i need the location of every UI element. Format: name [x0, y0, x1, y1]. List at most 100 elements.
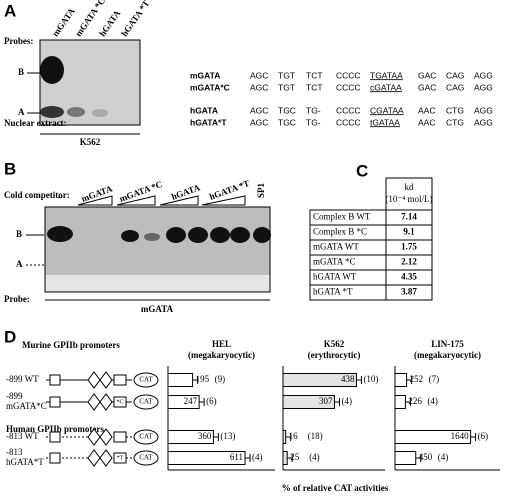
sequence-part: CTG	[446, 105, 464, 115]
bar-value: 252	[410, 374, 424, 384]
sequence-part: AGG	[474, 82, 493, 92]
gel-image	[39, 39, 141, 126]
construct-label: -899 WT	[6, 374, 39, 384]
reporter-label: CAT	[139, 454, 153, 462]
sample-count: (10)	[363, 374, 378, 384]
bar-value: 16	[289, 431, 299, 441]
sequence-part: CAG	[446, 82, 464, 92]
table-cell	[385, 284, 433, 301]
sequence-part: TG-	[306, 105, 321, 115]
sequence-part: TGT	[278, 82, 295, 92]
activity-charts: HEL(megakaryocytic)195 (9)247 (6)360 (13)61…	[167, 339, 500, 471]
sequence-part: CCCC	[336, 105, 361, 115]
promoter-box	[49, 374, 61, 386]
row-label: Complex B WT	[313, 212, 371, 222]
reporter-oval	[133, 394, 159, 410]
sequence-name: mGATA	[190, 70, 220, 80]
bar	[394, 373, 408, 387]
bar-value: 195	[196, 374, 210, 384]
lane-label: hGATA	[97, 8, 122, 38]
element-diamond	[87, 449, 113, 467]
sequence-part: CGATAA	[370, 105, 404, 115]
group-label: Human GPIIb promoters	[6, 424, 104, 434]
sequence-part: AGC	[250, 105, 268, 115]
chart-subtitle: (erythrocytic)	[308, 350, 361, 360]
construct-label: hGATA*T	[6, 457, 44, 467]
sequence-part: TGT	[278, 70, 295, 80]
construct-label: -813 WT	[6, 431, 39, 441]
bar-value: 25	[290, 452, 300, 462]
probe-name: mGATA	[141, 304, 174, 314]
sequence-part: TGC	[278, 117, 296, 127]
sequence-name: hGATA	[190, 105, 218, 115]
construct-label: -899	[6, 391, 23, 401]
kd-table: kd (10⁻⁴ mol/L) Complex B WT 7.14 Complex B …	[309, 177, 433, 301]
sequence-part: AGG	[474, 105, 493, 115]
sequence-part: GAC	[418, 82, 436, 92]
promoter-box	[49, 452, 61, 464]
sample-count: (18)	[308, 431, 323, 441]
panel-label: D	[4, 327, 16, 346]
chart-subtitle: (megakaryocytic)	[188, 350, 255, 360]
sample-count: (9)	[215, 374, 226, 384]
sequence-part: cGATAA	[370, 82, 402, 92]
bar	[282, 451, 288, 465]
chart-title: K562	[324, 339, 345, 349]
lane-label: SP1	[256, 182, 266, 198]
bar-value: 226	[408, 396, 422, 406]
extract-label: Nuclear extract:	[4, 118, 67, 128]
element-diamond	[87, 428, 113, 446]
bar-value: 247	[184, 396, 198, 406]
sequence-part: GAC	[418, 70, 436, 80]
gata-box	[113, 452, 127, 464]
sample-count: (6)	[206, 396, 217, 406]
sequence-part: CAG	[446, 70, 464, 80]
bar-value: 450	[419, 452, 433, 462]
sequence-part: TG-	[306, 117, 321, 127]
sequence-part: CTG	[446, 117, 464, 127]
bar-value: 307	[319, 396, 333, 406]
band-label: B	[16, 229, 22, 239]
bar	[282, 430, 287, 444]
table-header: kd	[405, 182, 415, 192]
sample-count: (4)	[309, 452, 320, 462]
band-label: B	[18, 67, 24, 77]
sample-count: (4)	[427, 396, 438, 406]
reporter-label: CAT	[139, 398, 153, 406]
sequence-part: CCCC	[336, 117, 361, 127]
sample-count: (7)	[429, 374, 440, 384]
bar	[167, 373, 194, 387]
band-label: A	[18, 107, 25, 117]
gata-box	[113, 396, 127, 408]
sequence-part: tGATAA	[370, 117, 400, 127]
row-label: mGATA WT	[313, 242, 359, 252]
row-label: mGATA *C	[313, 257, 356, 267]
sequence-part: CCCC	[336, 82, 361, 92]
reporter-label: CAT	[139, 376, 153, 384]
gata-box	[113, 374, 127, 386]
probe-label: Probe:	[4, 294, 30, 304]
mutation-label: *C	[116, 399, 123, 405]
kd-value: 7.14	[401, 212, 417, 222]
reporter-oval	[133, 429, 159, 445]
lane-label: hGATA *T	[119, 0, 151, 38]
reporter-oval	[133, 450, 159, 466]
bar-value: 360	[198, 431, 212, 441]
bar-value: 611	[230, 452, 243, 462]
promoter-box	[49, 396, 61, 408]
table-header: (10⁻⁴ mol/L)	[385, 194, 432, 204]
sequence-part: TGC	[278, 105, 296, 115]
sample-count: (4)	[438, 452, 449, 462]
sequence-block: mGATA AGC TGT TCT CCCC TGATAA GAC CAG AGG mGATA*C…	[190, 70, 493, 127]
kd-value: 3.87	[401, 287, 417, 297]
sequence-part: AAC	[418, 117, 435, 127]
element-diamond	[87, 393, 113, 411]
promoter-box	[49, 431, 61, 443]
sequence-part: CCCC	[336, 70, 361, 80]
axis-label: % of relative CAT activities	[282, 483, 389, 493]
panel-label: C	[356, 161, 368, 180]
sequence-part: AGG	[474, 117, 493, 127]
extract-name: K562	[80, 137, 101, 147]
kd-value: 9.1	[403, 227, 415, 237]
